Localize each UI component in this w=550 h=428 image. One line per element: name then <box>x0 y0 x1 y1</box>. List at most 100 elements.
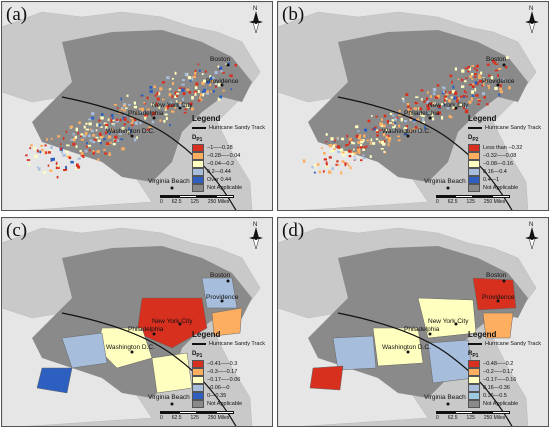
tract-cell <box>481 84 483 87</box>
scale-bar: 0 62.5 125 250 Miles <box>436 411 510 421</box>
tract-cell <box>337 164 340 166</box>
tract-cell <box>115 139 120 142</box>
tract-cell <box>78 121 81 125</box>
tract-cell <box>342 154 346 157</box>
tract-cell <box>364 128 368 132</box>
scale-bar: 0 62.5 125 250 Miles <box>160 411 234 421</box>
tract-cell <box>52 157 55 161</box>
tract-cell <box>405 93 409 96</box>
tract-cell <box>96 123 99 127</box>
hurricane-track <box>61 96 237 210</box>
legend-swatch <box>192 176 204 185</box>
legend-item: Less than −0.32 <box>468 144 541 153</box>
tract-cell <box>204 70 207 73</box>
legend-item-label: Less than −0.32 <box>483 145 523 152</box>
tract-cell <box>36 166 39 169</box>
tract-cell <box>205 90 209 94</box>
tract-cell <box>456 99 459 103</box>
city-label-providence: Providence <box>206 294 239 301</box>
tract-cell <box>360 159 363 162</box>
tract-cell <box>398 124 401 128</box>
tract-cell <box>498 93 501 97</box>
tract-cell <box>426 91 429 94</box>
land-area <box>2 218 272 426</box>
tract-cell <box>461 85 465 88</box>
tract-cell <box>186 106 190 109</box>
tract-cell <box>66 144 70 147</box>
tract-cell <box>467 70 470 73</box>
tract-cell <box>62 137 65 140</box>
north-arrow-icon: N <box>522 222 542 252</box>
north-arrow-icon: N <box>246 6 266 36</box>
legend-swatch <box>192 376 204 385</box>
tract-cell <box>97 124 101 126</box>
legend-item-label: Over 0.44 <box>207 177 232 184</box>
city-marker <box>170 186 174 190</box>
tract-cell <box>461 78 464 82</box>
tract-cell <box>197 63 200 66</box>
legend-item: 0.16—0.4 <box>468 168 541 177</box>
region-polygon <box>417 297 477 339</box>
panel-label: (c) <box>6 220 28 241</box>
tract-cell <box>322 170 325 173</box>
tract-cell <box>123 102 126 105</box>
tract-cell <box>331 149 335 153</box>
tract-cell <box>156 97 160 101</box>
legend-item-label: 0.36—0.5 <box>483 393 507 400</box>
legend-item: Not Applicable <box>468 400 541 409</box>
legend-item-label: 0.16—0.4 <box>483 169 507 176</box>
tract-cell <box>169 124 171 126</box>
legend-swatch <box>192 384 204 393</box>
tract-cell <box>72 142 76 146</box>
legend-swatch <box>468 360 480 369</box>
tract-cell <box>169 101 172 104</box>
tract-cell <box>87 144 92 147</box>
legend-swatch <box>468 376 480 385</box>
tract-cell <box>121 127 125 130</box>
tract-cell <box>158 105 161 109</box>
tract-cell <box>184 108 188 111</box>
legend-item: −0.17—−0.16 <box>468 376 541 385</box>
tract-cell <box>471 97 473 101</box>
legend-item-label: −0.17—−0.06 <box>207 377 241 384</box>
tract-cell <box>482 82 485 86</box>
legend-variable: RP1 <box>468 351 479 360</box>
tract-cell <box>348 155 352 158</box>
legend-swatch <box>468 392 480 401</box>
track-line-icon <box>468 127 482 129</box>
tract-cell <box>121 147 125 151</box>
tract-cell <box>182 92 186 96</box>
tract-cell <box>92 140 96 144</box>
tract-cell <box>346 162 349 165</box>
city-marker <box>226 279 230 283</box>
tract-cell <box>26 159 31 161</box>
tract-cell <box>103 138 106 141</box>
tract-cell <box>325 161 328 165</box>
tract-cell <box>337 150 341 154</box>
tract-cell <box>115 118 119 121</box>
tract-cell <box>84 131 88 136</box>
tract-cell <box>345 144 350 146</box>
tract-cell <box>111 128 114 131</box>
tract-cell <box>191 96 194 100</box>
tract-cell <box>336 145 341 149</box>
region-polygon <box>211 307 243 337</box>
tract-cell <box>164 113 168 116</box>
tract-cell <box>178 87 183 90</box>
tract-cell <box>30 144 33 147</box>
tract-cell <box>85 128 89 131</box>
legend-item: Not Applicable <box>468 184 541 193</box>
tract-cell <box>410 112 413 116</box>
tract-cell <box>91 129 94 133</box>
tract-cell <box>425 97 428 101</box>
tract-cell <box>362 154 365 157</box>
tract-cell <box>426 111 430 115</box>
north-arrow-icon: N <box>246 222 266 252</box>
tract-cell <box>72 138 76 142</box>
legend-item-label: −0.28—−0.04 <box>207 153 241 160</box>
tract-cell <box>474 75 477 79</box>
tract-cell <box>86 141 88 145</box>
tract-cell <box>134 121 138 125</box>
legend-item: Not Applicable <box>192 184 265 193</box>
legend-item-label: 0.2—0.44 <box>207 169 231 176</box>
